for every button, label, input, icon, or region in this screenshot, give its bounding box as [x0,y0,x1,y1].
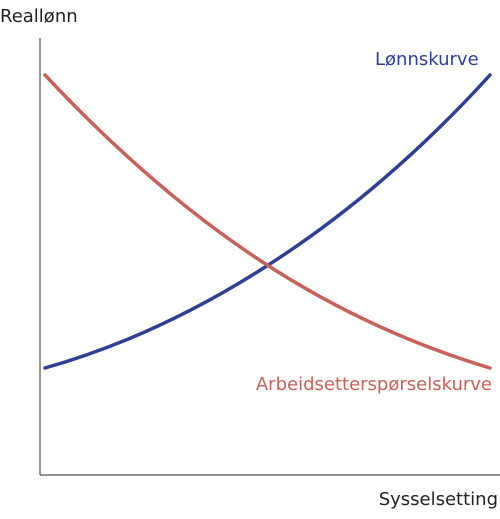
labor-demand-curve [43,73,492,370]
x-axis-label: Sysselsetting [379,489,498,510]
y-axis-label: Reallønn [0,6,78,27]
curve-label: Lønnskurve [375,49,479,70]
curve-label: Arbeidsetterspørselskurve [256,374,492,395]
wage-curve [43,73,492,370]
